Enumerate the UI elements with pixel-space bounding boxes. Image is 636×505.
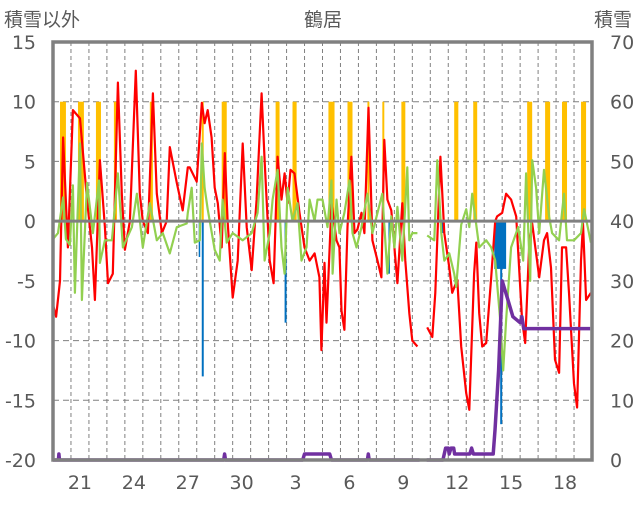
right-tick-label: 0 <box>610 450 622 472</box>
yellow-bar <box>454 101 459 222</box>
yellow-bar <box>561 101 568 222</box>
right-tick-label: 50 <box>610 151 634 173</box>
blue-bar <box>440 221 445 234</box>
left-tick-label: 10 <box>12 92 36 114</box>
x-tick-label: 21 <box>68 472 92 494</box>
purple-series-line <box>53 279 591 462</box>
x-tick-label: 24 <box>122 472 146 494</box>
plot-frame <box>51 40 594 462</box>
x-tick-label: 12 <box>445 472 469 494</box>
yellow-bar <box>581 101 587 222</box>
right-tick-label: 30 <box>610 271 634 293</box>
chart-title: 鶴居 <box>304 9 342 31</box>
left-tick-label: -15 <box>5 390 36 412</box>
left-tick-label: 0 <box>24 211 36 233</box>
x-tick-label: 30 <box>230 472 254 494</box>
left-tick-label: -10 <box>5 331 36 353</box>
left-tick-label: -20 <box>5 450 36 472</box>
right-tick-label: 40 <box>610 211 634 233</box>
blue-bar <box>494 221 507 269</box>
right-tick-label: 10 <box>610 390 634 412</box>
x-tick-label: 27 <box>176 472 200 494</box>
yellow-bar <box>545 101 551 222</box>
left-tick-label: 5 <box>24 151 36 173</box>
left-tick-label: 15 <box>12 32 36 54</box>
yellow-bar <box>292 101 297 222</box>
right-axis-label: 積雪 <box>594 9 632 31</box>
x-tick-label: 15 <box>499 472 523 494</box>
red-series-line <box>51 69 592 411</box>
right-tick-label: 20 <box>610 331 634 353</box>
x-tick-label: 9 <box>397 472 409 494</box>
yellow-bar <box>527 101 533 222</box>
green-series-line <box>52 142 592 372</box>
right-tick-label: 60 <box>610 92 634 114</box>
yellow-bar <box>473 101 478 222</box>
left-axis-label: 積雪以外 <box>4 9 80 31</box>
x-tick-label: 18 <box>553 472 577 494</box>
blue-bar <box>201 221 204 377</box>
yellow-bar <box>95 101 101 222</box>
yellow-bar <box>367 101 370 222</box>
yellow-bar <box>401 101 406 222</box>
x-tick-label: 6 <box>343 472 355 494</box>
yellow-bar <box>328 101 335 222</box>
left-tick-label: -5 <box>17 271 36 293</box>
right-tick-label: 70 <box>610 32 634 54</box>
yellow-bar <box>347 101 353 222</box>
series-lines <box>51 69 592 462</box>
x-tick-label: 3 <box>290 472 302 494</box>
